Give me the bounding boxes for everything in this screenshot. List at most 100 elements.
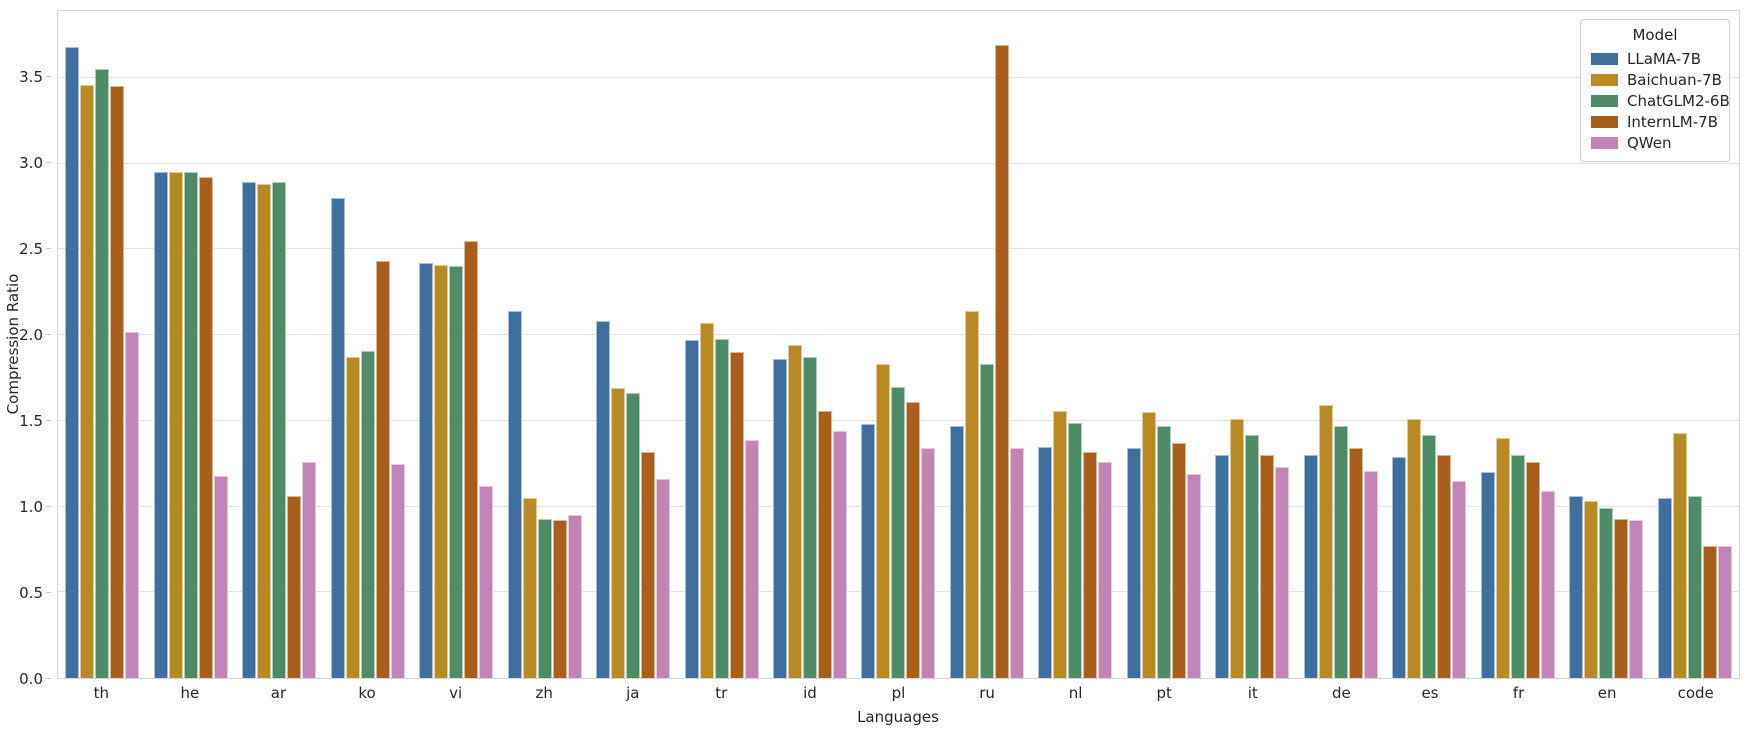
legend: Model LLaMA-7B Baichuan-7B ChatGLM2-6B Inte… xyxy=(1580,19,1730,162)
bar-Baichuan-7B-he xyxy=(168,172,183,678)
bar-QWen-ru xyxy=(1009,448,1024,678)
bar-LLaMA-7B-pl xyxy=(861,424,876,678)
bar-LLaMA-7B-es xyxy=(1392,456,1407,678)
bar-Baichuan-7B-pl xyxy=(876,364,891,678)
bar-LLaMA-7B-de xyxy=(1303,455,1318,678)
bar-LLaMA-7B-tr xyxy=(684,340,699,678)
x-tick-label-en: en xyxy=(1597,684,1617,702)
bar-LLaMA-7B-ko xyxy=(330,197,345,678)
bar-QWen-pl xyxy=(921,448,936,678)
y-tick-label: 0.5 xyxy=(19,584,43,603)
bar-QWen-he xyxy=(213,475,228,678)
bar-ChatGLM2-6B-id xyxy=(802,357,817,678)
bar-InternLM-7B-ja xyxy=(641,451,656,678)
legend-item-LLaMA-7B: LLaMA-7B xyxy=(1591,48,1719,69)
bar-ChatGLM2-6B-de xyxy=(1333,425,1348,678)
bar-group-de xyxy=(1297,11,1385,678)
x-tick-label-ar: ar xyxy=(270,684,287,702)
x-tick-label-pl: pl xyxy=(891,684,906,702)
legend-swatch-ChatGLM2-6B xyxy=(1591,94,1618,107)
bar-ChatGLM2-6B-pl xyxy=(891,386,906,678)
bar-ChatGLM2-6B-ru xyxy=(979,364,994,678)
legend-title: Model xyxy=(1632,26,1678,44)
bar-InternLM-7B-es xyxy=(1437,455,1452,678)
bar-InternLM-7B-ru xyxy=(994,45,1009,678)
bar-InternLM-7B-he xyxy=(198,177,213,678)
y-tick-label: 1.0 xyxy=(19,498,43,517)
bar-group-es xyxy=(1385,11,1473,678)
bar-LLaMA-7B-ar xyxy=(242,182,257,678)
bar-QWen-code xyxy=(1717,545,1732,678)
bar-ChatGLM2-6B-es xyxy=(1422,434,1437,678)
y-tick-mark xyxy=(46,334,51,336)
legend-label: LLaMA-7B xyxy=(1627,49,1702,68)
bar-ChatGLM2-6B-en xyxy=(1599,508,1614,678)
bar-InternLM-7B-tr xyxy=(729,352,744,678)
bar-group-ar xyxy=(235,11,323,678)
bar-group-he xyxy=(146,11,234,678)
bar-group-th xyxy=(58,11,146,678)
x-tick-label-it: it xyxy=(1247,684,1258,702)
y-tick-label: 3.5 xyxy=(19,68,43,87)
bar-QWen-it xyxy=(1275,467,1290,678)
bar-ChatGLM2-6B-he xyxy=(183,172,198,678)
x-tick-label-vi: vi xyxy=(449,684,463,702)
y-tick-mark xyxy=(46,506,51,508)
x-tick-label-es: es xyxy=(1421,684,1439,702)
y-tick-label: 2.0 xyxy=(19,326,43,345)
bar-InternLM-7B-ko xyxy=(375,261,390,678)
legend-label: InternLM-7B xyxy=(1627,112,1718,131)
bar-Baichuan-7B-ar xyxy=(257,184,272,678)
gridline-2.0 xyxy=(58,334,1739,336)
bar-Baichuan-7B-tr xyxy=(699,323,714,678)
bar-ChatGLM2-6B-code xyxy=(1687,496,1702,678)
gridline-2.5 xyxy=(58,248,1739,250)
bar-ChatGLM2-6B-vi xyxy=(449,266,464,678)
bar-ChatGLM2-6B-it xyxy=(1245,434,1260,678)
bar-group-id xyxy=(766,11,854,678)
legend-swatch-QWen xyxy=(1591,136,1618,149)
bar-Baichuan-7B-vi xyxy=(434,264,449,678)
bar-Baichuan-7B-id xyxy=(787,345,802,678)
bar-Baichuan-7B-fr xyxy=(1495,437,1510,678)
legend-item-InternLM-7B: InternLM-7B xyxy=(1591,111,1719,132)
bar-LLaMA-7B-fr xyxy=(1480,472,1495,678)
x-axis-tick-labels: th he ar ko vi zh ja tr id pl ru nl pt it de es fr en code xyxy=(57,684,1740,702)
bar-group-ko xyxy=(323,11,411,678)
bar-QWen-nl xyxy=(1098,461,1113,678)
bar-Baichuan-7B-it xyxy=(1230,419,1245,678)
bar-ChatGLM2-6B-tr xyxy=(714,338,729,678)
bar-Baichuan-7B-nl xyxy=(1053,410,1068,678)
bar-LLaMA-7B-ru xyxy=(949,425,964,678)
x-tick-label-zh: zh xyxy=(535,684,553,702)
bar-Baichuan-7B-th xyxy=(80,84,95,678)
x-tick-label-tr: tr xyxy=(715,684,728,702)
y-axis-ticks: 0.0 0.5 1.0 1.5 2.0 2.5 3.0 3.5 xyxy=(0,10,57,688)
bar-InternLM-7B-code xyxy=(1702,545,1717,678)
bar-LLaMA-7B-vi xyxy=(419,263,434,678)
x-tick-label-de: de xyxy=(1332,684,1351,702)
bar-QWen-ar xyxy=(302,461,317,678)
bar-LLaMA-7B-he xyxy=(153,172,168,678)
bar-QWen-zh xyxy=(567,515,582,678)
bar-ChatGLM2-6B-zh xyxy=(537,518,552,678)
bar-LLaMA-7B-th xyxy=(65,47,80,678)
bar-LLaMA-7B-en xyxy=(1569,496,1584,678)
bar-Baichuan-7B-ko xyxy=(345,357,360,678)
x-tick-label-fr: fr xyxy=(1512,684,1525,702)
legend-swatch-LLaMA-7B xyxy=(1591,52,1618,65)
gridline-3.0 xyxy=(58,162,1739,164)
bar-InternLM-7B-fr xyxy=(1525,461,1540,678)
bar-group-nl xyxy=(1031,11,1119,678)
y-tick-mark xyxy=(46,678,51,679)
bar-group-vi xyxy=(412,11,500,678)
bar-group-zh xyxy=(500,11,588,678)
y-tick-mark xyxy=(46,76,51,78)
x-tick-label-code: code xyxy=(1677,684,1714,702)
plot-area xyxy=(57,10,1740,679)
bar-Baichuan-7B-zh xyxy=(522,497,537,678)
bar-Baichuan-7B-ru xyxy=(964,311,979,678)
x-tick-label-ru: ru xyxy=(979,684,995,702)
bar-group-fr xyxy=(1474,11,1562,678)
bar-InternLM-7B-id xyxy=(817,410,832,678)
